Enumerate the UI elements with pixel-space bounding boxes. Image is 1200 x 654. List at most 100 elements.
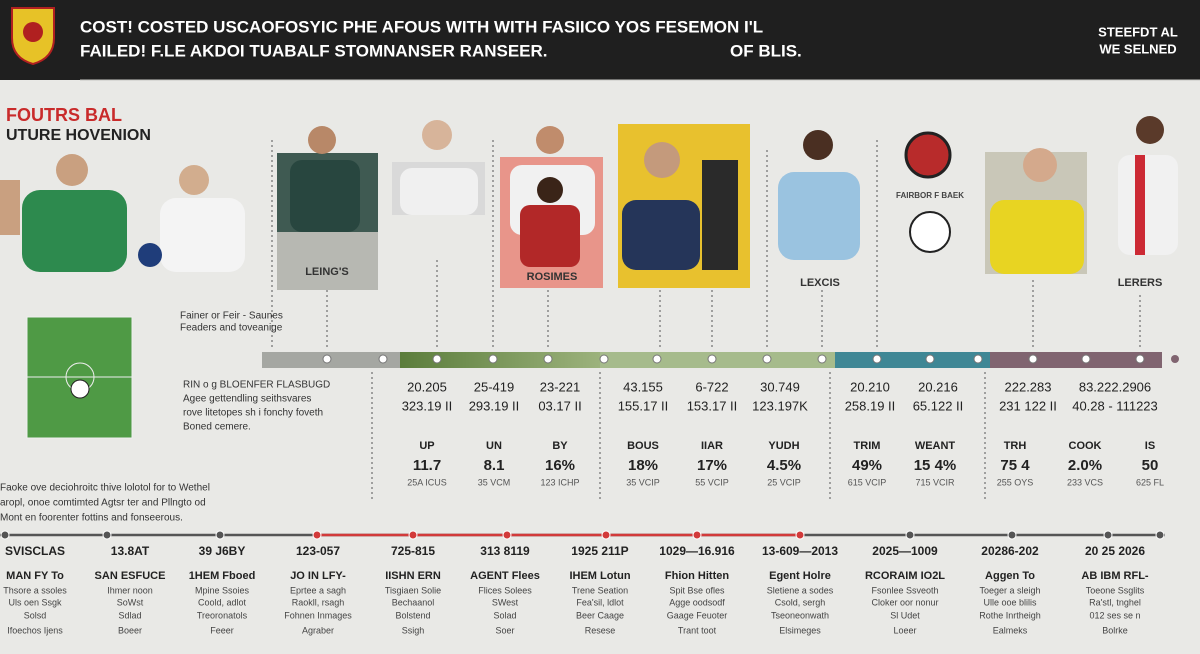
note: RIN o g BLOENFER FLASBUGD	[183, 380, 330, 391]
timeline-date: 1925 211P	[571, 544, 628, 558]
timeline-date: 2025—1009	[872, 544, 938, 558]
timeline-date: 20286-202	[981, 544, 1039, 558]
figure: 03.17 II	[538, 398, 581, 413]
timeline-text: Boeer	[118, 625, 142, 635]
figure: 293.19 II	[469, 398, 520, 413]
badge-caption: FAIRBOR F BAEK	[896, 191, 964, 200]
stat-value: 4.5%	[767, 457, 801, 474]
timeline-text: Agge oodsodf	[669, 597, 725, 607]
timeline-text: Ealmeks	[993, 625, 1028, 635]
figure: 155.17 II	[618, 398, 669, 413]
timeline-date: 313 8119	[480, 544, 530, 558]
note: rove litetopes sh i fonchy foveth	[183, 408, 323, 419]
progress-bar	[262, 352, 1179, 368]
timeline-text: Csold, sergh	[775, 597, 826, 607]
photo	[0, 154, 245, 272]
timeline-text: Trene Seation	[572, 585, 628, 595]
timeline-dot	[905, 530, 915, 540]
header-title: OF BLIS.	[730, 41, 802, 60]
timeline-date: 13.8AT	[111, 544, 150, 558]
figure: 25-419	[474, 379, 514, 394]
timeline-text: Bolstend	[395, 610, 430, 620]
timeline-title: JO IN LFY-	[290, 570, 346, 582]
timeline-text: Solad	[493, 610, 516, 620]
card-label: ROSIMES	[527, 271, 578, 283]
timeline-text: Ulle ooe blilis	[983, 597, 1037, 607]
figure: 323.19 II	[402, 398, 453, 413]
timeline-text: Fea'sil, ldlot	[576, 597, 624, 607]
timeline-date: 20 25 2026	[1085, 544, 1145, 558]
card-label: LERERS	[1118, 277, 1163, 289]
stat-label: TRH	[1004, 440, 1027, 452]
timeline-date: 725-815	[391, 544, 435, 558]
note: Boned cemere.	[183, 422, 251, 433]
timeline-text: Spit Bse ofles	[669, 585, 725, 595]
timeline-dot	[795, 530, 805, 540]
stat-value: 2.0%	[1068, 457, 1102, 474]
timeline-text: Gaage Feuoter	[667, 610, 728, 620]
timeline-text: Toeger a sleigh	[979, 585, 1040, 595]
corner-label: STEEFDT AL	[1098, 24, 1178, 39]
stat-label: TRIM	[854, 440, 881, 452]
timeline-text: Uls oen Ssgk	[8, 597, 62, 607]
timeline-text: Agraber	[302, 625, 334, 635]
timeline-text: Toeone Ssglits	[1086, 585, 1145, 595]
stat-sub: 615 VCIP	[848, 477, 887, 487]
stat-sub: 123 ICHP	[540, 477, 579, 487]
stat-label: WEANT	[915, 440, 956, 452]
timeline-title: 1HEM Fboed	[189, 570, 256, 582]
timeline-text: Sletiene a sodes	[767, 585, 834, 595]
figure: 43.155	[623, 379, 663, 394]
stat-label: COOK	[1069, 440, 1102, 452]
timeline-dot	[502, 530, 512, 540]
timeline-text: Resese	[585, 625, 616, 635]
timeline-date: 1029—16.916	[659, 544, 735, 558]
timeline-dot	[692, 530, 702, 540]
stat-sub: 25 VCIP	[767, 477, 801, 487]
timeline-text: Eprtee a sagh	[290, 585, 346, 595]
timeline-title: AGENT Flees	[470, 570, 540, 582]
stat-value: 50	[1142, 457, 1159, 474]
timeline-title: SAN ESFUCE	[95, 570, 166, 582]
stat-label: YUDH	[768, 440, 799, 452]
timeline-date: 39 J6BY	[199, 544, 246, 558]
timeline-dot	[312, 530, 322, 540]
timeline-date: 123-057	[296, 544, 340, 558]
stat-value: 75 4	[1000, 457, 1030, 474]
stat-sub: 55 VCIP	[695, 477, 729, 487]
timeline-dot	[1103, 530, 1113, 540]
timeline-text: Solsd	[24, 610, 47, 620]
timeline-text: Ssigh	[402, 625, 425, 635]
figure: 222.283	[1005, 379, 1052, 394]
stat-label: BY	[552, 440, 568, 452]
timeline-date: 13-609—2013	[762, 544, 838, 558]
timeline-dot	[0, 530, 10, 540]
header-bar	[0, 0, 1200, 80]
timeline-text: Raokll, rsagh	[292, 597, 345, 607]
stat-label: UN	[486, 440, 502, 452]
timeline-date: SVISCLAS	[5, 544, 65, 558]
figure: 65.122 II	[913, 398, 964, 413]
stat-sub: 25A ICUS	[407, 477, 447, 487]
timeline-text: Cloker oor nonur	[871, 597, 938, 607]
stat-sub: 233 VCS	[1067, 477, 1103, 487]
timeline-text: Ihmer noon	[107, 585, 153, 595]
stat-value: 15 4%	[914, 457, 957, 474]
timeline-dot	[408, 530, 418, 540]
corner-label: WE SELNED	[1099, 41, 1176, 56]
figure: 153.17 II	[687, 398, 738, 413]
figure: 40.28 - 111223	[1072, 398, 1158, 413]
timeline-title: Aggen To	[985, 570, 1035, 582]
logo	[11, 7, 55, 66]
note: Mont en foorenter fottins and fonseerous…	[0, 513, 183, 524]
figure: 231 122 II	[999, 398, 1057, 413]
timeline-text: Sdlad	[118, 610, 141, 620]
timeline-text: Mpine Ssoies	[195, 585, 250, 595]
card-label: LEING'S	[305, 266, 349, 278]
timeline-title: IISHN ERN	[385, 570, 441, 582]
section-subtitle: UTURE HOVENION	[6, 127, 151, 144]
photo-card	[277, 116, 1178, 290]
timeline-title: IHEM Lotun	[569, 570, 630, 582]
stat-value: 8.1	[484, 457, 505, 474]
